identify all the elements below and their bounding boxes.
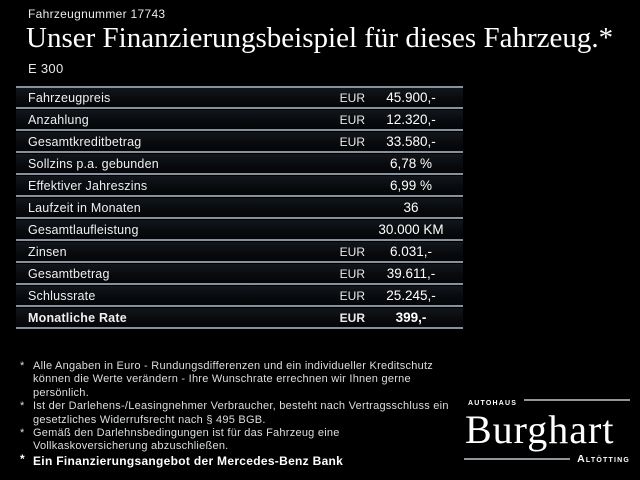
row-label: Monatliche Rate [28, 310, 127, 325]
table-row: Effektiver Jahreszins 6,99 % [16, 176, 463, 197]
row-value: 6,78 % [389, 156, 433, 171]
dealer-name: Burghart [465, 407, 615, 452]
dealer-city: Altötting [577, 453, 630, 465]
footnote: * Gemäß den Darlehnsbedingungen ist für … [20, 427, 470, 454]
row-label: Gesamtbetrag [28, 266, 110, 281]
footnote-line: Vollkaskoversicherung abzuschließen. [33, 440, 229, 453]
footnote: * Alle Angaben in Euro - Rundungsdiffere… [20, 360, 470, 400]
row-value: 36 [403, 200, 419, 215]
row-label: Sollzins p.a. gebunden [28, 156, 159, 171]
footnote-line: gesetzliches Widerrufsrecht nach § 495 B… [33, 413, 266, 426]
row-value: 39.611,- [386, 266, 436, 281]
row-label: Fahrzeugpreis [28, 90, 111, 105]
footnote-line: Gemäß den Darlehnsbedingungen ist für da… [33, 427, 340, 440]
logo-rule-bottom [464, 458, 571, 460]
table-row: Anzahlung EUR 12.320,- [16, 110, 463, 131]
footnote: * Ist der Darlehens-/Leasingnehmer Verbr… [20, 400, 470, 427]
row-value: 12.320,- [386, 112, 436, 127]
row-currency: EUR [339, 112, 365, 127]
row-currency: EUR [339, 244, 365, 259]
row-currency: EUR [339, 288, 365, 303]
asterisk-marker: * [20, 360, 25, 372]
row-label: Zinsen [28, 244, 67, 259]
row-value: 399,- [395, 310, 427, 325]
table-row: Schlussrate EUR 25.245,- [16, 286, 463, 307]
row-label: Gesamtlaufleistung [28, 222, 139, 237]
row-value: 6,99 % [389, 178, 433, 193]
table-row: Gesamtlaufleistung 30.000 KM [16, 220, 463, 241]
asterisk-marker: * [20, 427, 25, 440]
table-row: Fahrzeugpreis EUR 45.900,- [16, 88, 463, 109]
dealer-logo: Autohaus Burghart Altötting [464, 396, 630, 465]
footnote-line: können die Werte verändern - Ihre Wunsch… [33, 373, 411, 399]
row-label: Gesamtkreditbetrag [28, 134, 142, 149]
row-value: 6.031,- [389, 244, 433, 259]
asterisk-marker: * [20, 452, 25, 466]
row-label: Anzahlung [28, 112, 89, 127]
table-row: Laufzeit in Monaten 36 [16, 198, 463, 219]
row-currency: EUR [339, 310, 365, 325]
table-row: Monatliche Rate EUR 399,- [16, 308, 463, 329]
row-label: Schlussrate [28, 288, 96, 303]
logo-pretitle: Autohaus [468, 396, 518, 408]
table-row: Gesamtbetrag EUR 39.611,- [16, 264, 463, 285]
footnotes: * Alle Angaben in Euro - Rundungsdiffere… [20, 360, 470, 454]
logo-rule-top [524, 399, 630, 401]
page-title: Unser Finanzierungsbeispiel für dieses F… [26, 22, 614, 54]
table-row: Zinsen EUR 6.031,- [16, 242, 463, 263]
row-value: 25.245,- [386, 288, 436, 303]
table-row: Gesamtkreditbetrag EUR 33.580,- [16, 132, 463, 153]
financing-table: Fahrzeugpreis EUR 45.900,- Anzahlung EUR… [16, 86, 463, 330]
row-currency: EUR [339, 134, 365, 149]
row-currency: EUR [339, 90, 365, 105]
row-value: 45.900,- [386, 90, 436, 105]
financing-bank-note: * Ein Finanzierungsangebot der Mercedes-… [20, 452, 640, 468]
vehicle-model: E 300 [28, 61, 64, 76]
row-currency: EUR [339, 266, 365, 281]
footnote-line: Alle Angaben in Euro - Rundungsdifferenz… [33, 360, 434, 372]
asterisk-marker: * [20, 400, 25, 413]
footnote-line: Ist der Darlehens-/Leasingnehmer Verbrau… [33, 400, 449, 413]
row-label: Effektiver Jahreszins [28, 178, 148, 193]
table-row: Sollzins p.a. gebunden 6,78 % [16, 154, 463, 175]
row-label: Laufzeit in Monaten [28, 200, 141, 215]
row-value: 30.000 KM [378, 222, 444, 237]
row-value: 33.580,- [386, 134, 436, 149]
financing-bank-note-text: Ein Finanzierungsangebot der Mercedes-Be… [33, 454, 344, 468]
vehicle-number: Fahrzeugnummer 17743 [28, 7, 166, 21]
